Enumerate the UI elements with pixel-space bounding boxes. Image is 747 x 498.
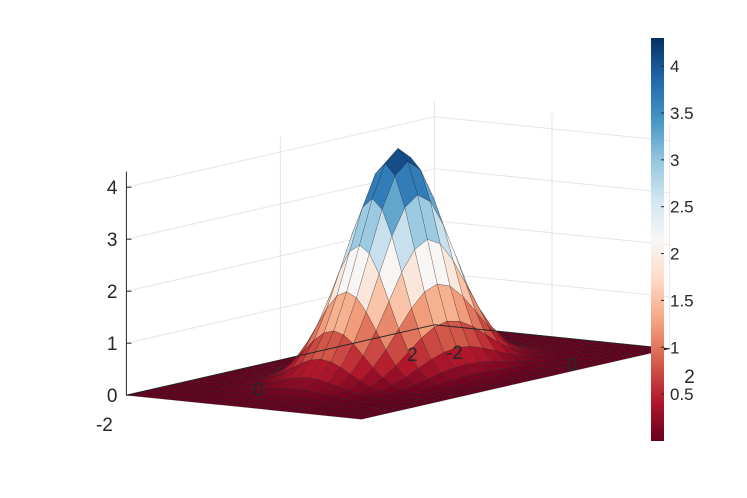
colorbar-tick-label: 0.5 [670,385,694,404]
colorbar-tick-label: 4 [670,57,679,76]
surface-mesh [126,148,670,420]
z-tick-label: 3 [107,230,118,251]
colorbar-tick-label: 2 [670,245,679,264]
colorbar-gradient [651,38,664,441]
y-tick-label: -2 [446,343,463,364]
x-tick-label: 0 [253,380,264,401]
colorbar-ticks: 0.5 1 1.5 2 2.5 3 3.5 4 [661,57,694,404]
x-axis-line [126,324,435,396]
z-tick-label: 1 [107,334,118,355]
colorbar-tick-label: 2.5 [670,198,694,217]
z-tick-label: 4 [107,178,118,199]
colorbar-tick-label: 3 [670,151,679,170]
y-tick-label: 2 [684,367,695,388]
surface-patch [351,415,375,420]
colorbar-tick-label: 1 [670,338,679,357]
z-tick-label: 0 [107,386,118,407]
colorbar-tick-label: 3.5 [670,104,694,123]
x-tick-label: 2 [407,345,418,366]
y-axis-line [434,324,670,350]
z-tick-label: 2 [107,282,118,303]
x-tick-label: -2 [96,415,113,436]
y-tick-label: 0 [567,355,578,376]
colorbar-tick-label: 1.5 [670,291,694,310]
colorbar: 0.5 1 1.5 2 2.5 3 3.5 4 [651,38,694,441]
